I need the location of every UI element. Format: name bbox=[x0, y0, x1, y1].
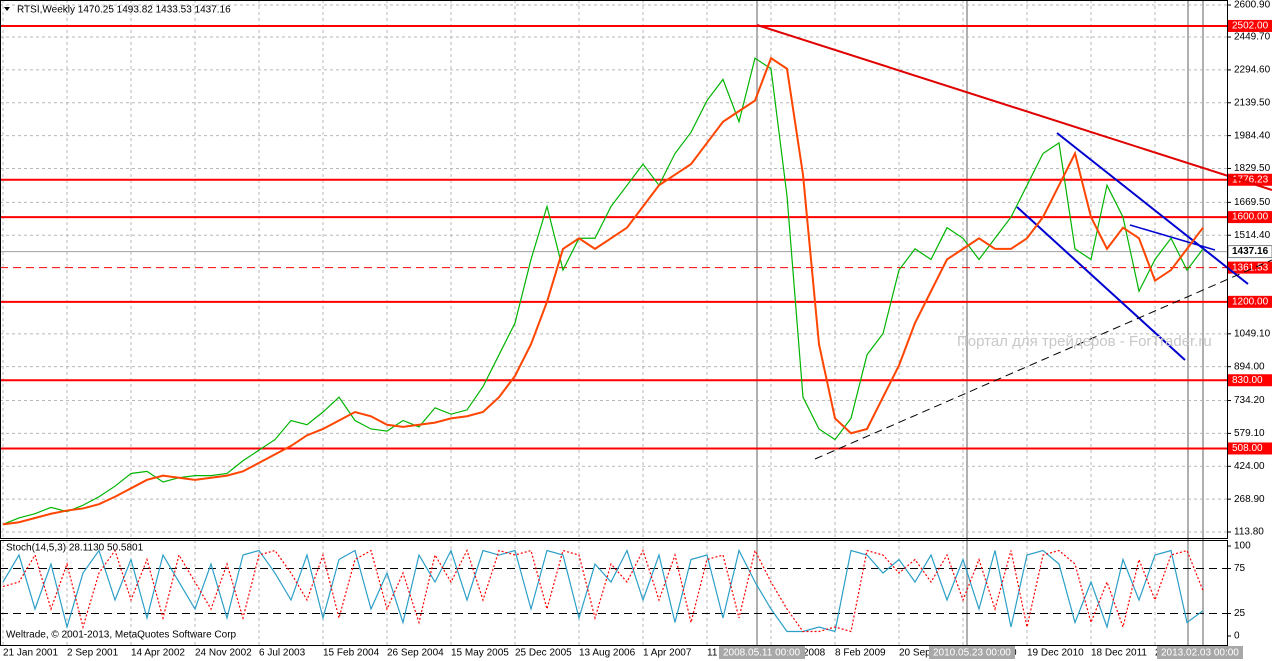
x-tick-label: 2008 bbox=[803, 648, 826, 659]
y-tick-label: 268.90 bbox=[1234, 494, 1265, 505]
price-line bbox=[2, 56, 1204, 526]
y-tick-label: 734.20 bbox=[1234, 395, 1265, 406]
trend-line bbox=[1056, 132, 1249, 285]
level-label: 1200.00 bbox=[1232, 296, 1269, 307]
level-label-box bbox=[1228, 211, 1272, 224]
panel-frame bbox=[0, 540, 1228, 646]
level-label: 508.00 bbox=[1232, 443, 1263, 454]
level-label-box bbox=[1228, 374, 1272, 387]
trend-line bbox=[1129, 224, 1216, 251]
level-label: 1600.00 bbox=[1232, 212, 1269, 223]
level-label: 1361.53 bbox=[1232, 262, 1269, 273]
menu-arrow bbox=[4, 7, 10, 11]
y-tick-label: 2449.70 bbox=[1234, 32, 1271, 43]
level-label: 1776.23 bbox=[1232, 174, 1269, 185]
level-label: 830.00 bbox=[1232, 375, 1263, 386]
y-tick-label: 100 bbox=[1234, 541, 1251, 552]
level-label-box bbox=[1228, 295, 1272, 308]
annotation-box bbox=[1157, 646, 1243, 659]
trend-line bbox=[756, 24, 1272, 191]
annotation-box bbox=[719, 646, 805, 659]
y-tick-label: 424.00 bbox=[1234, 461, 1265, 472]
panel-frame bbox=[0, 0, 1228, 539]
y-tick-label: 2139.50 bbox=[1234, 97, 1271, 108]
y-tick-label: 75 bbox=[1234, 563, 1246, 574]
x-tick-label: 13 Aug 2006 bbox=[579, 648, 636, 659]
y-tick-label: 113.80 bbox=[1234, 527, 1264, 538]
x-tick-label: 11 bbox=[707, 648, 718, 659]
annotation: 2013.02.03 00:00 bbox=[1161, 648, 1239, 659]
x-tick-label: 15 Feb 2004 bbox=[323, 648, 380, 659]
trend-line bbox=[814, 259, 1272, 460]
y-tick-label: 1514.40 bbox=[1234, 230, 1271, 241]
footer: Weltrade, © 2001-2013, MetaQuotes Softwa… bbox=[6, 630, 237, 641]
y-tick-label: 1049.10 bbox=[1234, 328, 1271, 339]
chart-title: RTSI,Weekly 1470.25 1493.82 1433.53 1437… bbox=[17, 5, 231, 16]
stoch-line bbox=[2, 548, 1204, 633]
level-label-box bbox=[1228, 442, 1272, 455]
x-tick-label: 2 Sep 2001 bbox=[67, 648, 119, 659]
level-label: 2502.00 bbox=[1232, 21, 1269, 32]
y-tick-label: 1829.50 bbox=[1234, 163, 1271, 174]
x-tick-label: 14 Apr 2002 bbox=[131, 648, 185, 659]
y-tick-label: 1984.40 bbox=[1234, 130, 1271, 141]
annotation: 2008.05.11 00:00 bbox=[723, 648, 801, 659]
y-tick-label: 579.10 bbox=[1234, 428, 1265, 439]
x-tick-label: 26 Sep 2004 bbox=[387, 648, 444, 659]
x-tick-label: 8 Feb 2009 bbox=[835, 648, 886, 659]
trend-line bbox=[1016, 206, 1186, 361]
indicator-title: Stoch(14,5,3) 28.1130 50.5801 bbox=[6, 543, 144, 554]
x-tick-label: 25 Dec 2005 bbox=[515, 648, 572, 659]
x-tick-label: 1 Apr 2007 bbox=[643, 648, 692, 659]
annotation-box bbox=[929, 646, 1015, 659]
y-tick-label: 25 bbox=[1234, 608, 1246, 619]
x-tick-label: 21 Jan 2001 bbox=[3, 648, 58, 659]
stoch-line bbox=[2, 548, 1204, 633]
level-label-box bbox=[1228, 19, 1272, 32]
x-tick-label: 15 May 2005 bbox=[451, 648, 509, 659]
watermark: Портал для трейдеров - ForTrader.ru bbox=[957, 333, 1212, 350]
x-tick-label: 6 Jul 2003 bbox=[259, 648, 306, 659]
y-tick-label: 1669.50 bbox=[1234, 197, 1271, 208]
x-tick-label: 18 Dec 2011 bbox=[1091, 648, 1147, 659]
price-line bbox=[2, 57, 1204, 525]
annotation: 2010.05.23 00:00 bbox=[933, 648, 1011, 659]
last-price-label: 1437.16 bbox=[1232, 246, 1269, 257]
level-label-box bbox=[1228, 173, 1272, 186]
x-tick-label: 20 Sep bbox=[899, 648, 931, 659]
x-tick-label: 24 Nov 2002 bbox=[195, 648, 252, 659]
y-tick-label: 2294.60 bbox=[1234, 65, 1271, 76]
x-tick-label: 19 Dec 2010 bbox=[1027, 648, 1084, 659]
y-tick-label: 0 bbox=[1234, 631, 1240, 642]
y-tick-label: 894.00 bbox=[1234, 361, 1265, 372]
y-tick-label: 2600.90 bbox=[1234, 0, 1271, 11]
